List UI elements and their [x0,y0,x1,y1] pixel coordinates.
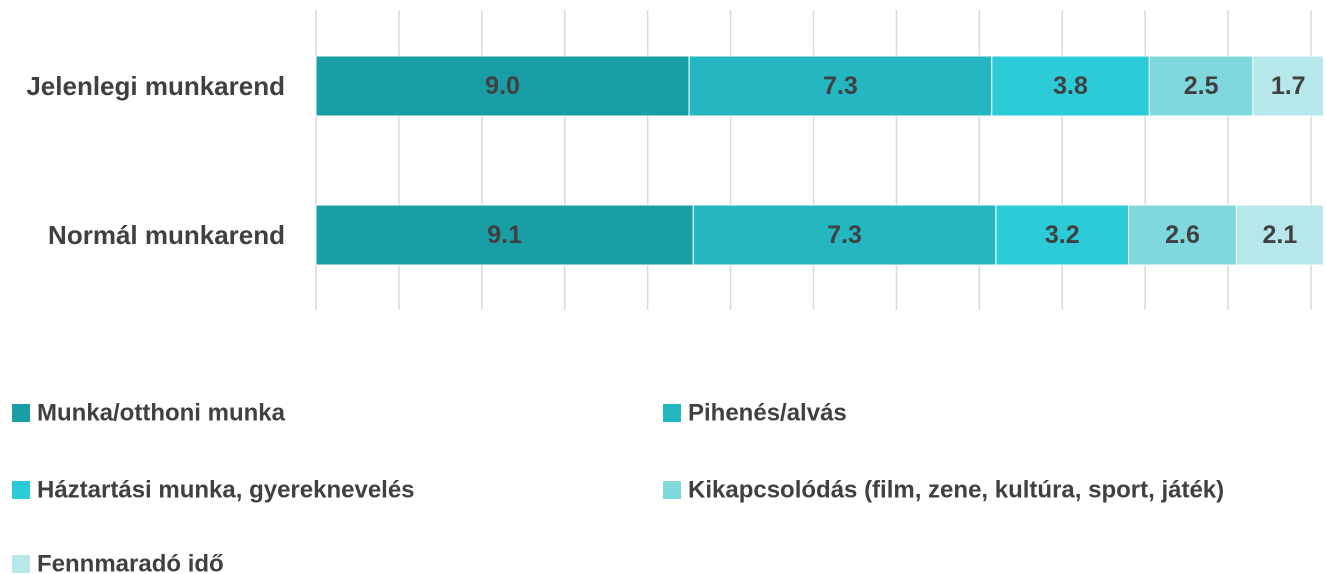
bar-segment [1235,204,1324,266]
data-label: 9.1 [487,221,522,249]
bar-segment [315,55,690,117]
bar-segment [315,204,694,266]
bar-segments [315,55,1324,266]
category-label: Jelenlegi munkarend [26,71,285,101]
legend-item: Pihenés/alvás [663,400,847,427]
data-label: 3.8 [1053,72,1088,100]
data-label: 1.7 [1271,72,1306,100]
legend-swatch [12,404,30,422]
data-label: 7.3 [827,221,862,249]
legend-swatch [12,555,30,573]
data-label: 2.6 [1165,221,1200,249]
legend: Munka/otthoni munka Pihenés/alvás Háztartá… [12,400,1224,574]
data-label: 2.5 [1184,72,1219,100]
bar-segment [692,204,997,266]
legend-item: Kikapcsolódás (film, zene, kultúra, spor… [663,477,1224,504]
legend-label: Fennmaradó idő [37,551,224,574]
bar-segment [688,55,993,117]
legend-item: Fennmaradó idő [12,551,224,574]
bar-segment [991,55,1150,117]
category-labels: Jelenlegi munkarend Normál munkarend [26,71,285,250]
legend-item: Munka/otthoni munka [12,400,286,427]
legend-item: Háztartási munka, gyereknevelés [12,477,415,504]
legend-swatch [663,481,681,499]
bar-segment [1128,204,1237,266]
data-label: 9.0 [485,72,520,100]
legend-swatch [12,481,30,499]
legend-swatch [663,404,681,422]
legend-label: Kikapcsolódás (film, zene, kultúra, spor… [688,477,1224,504]
legend-label: Pihenés/alvás [688,400,847,427]
bar-segment [1252,55,1324,117]
category-label: Normál munkarend [48,220,285,250]
data-label: 7.3 [823,72,858,100]
data-label: 3.2 [1045,221,1080,249]
data-labels: 9.0 7.3 3.8 2.5 1.7 9.1 7.3 3.2 2.6 2.1 [485,72,1305,249]
bar-segment [1148,55,1254,117]
legend-label: Háztartási munka, gyereknevelés [37,477,415,504]
legend-label: Munka/otthoni munka [37,400,286,427]
data-label: 2.1 [1263,221,1298,249]
